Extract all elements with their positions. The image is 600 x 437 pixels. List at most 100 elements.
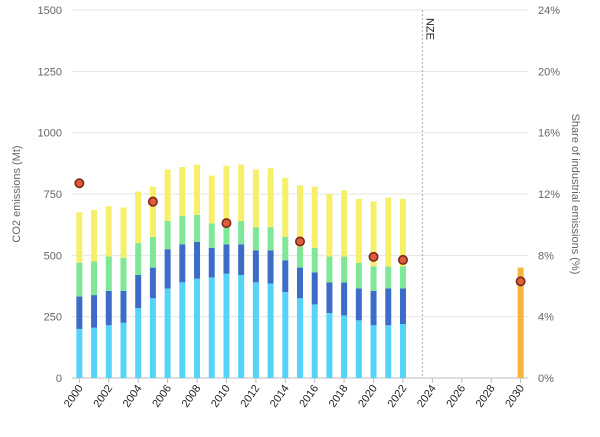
bar-segment — [208, 277, 215, 378]
share-point — [294, 236, 305, 247]
bar-segment — [149, 236, 156, 268]
bar-segment — [267, 227, 274, 251]
x-tick-label: 2022 — [386, 383, 410, 410]
x-tick-label: 2008 — [180, 383, 204, 410]
x-tick-label: 2004 — [121, 383, 145, 410]
bar-segment — [238, 274, 245, 378]
bar-segment — [326, 256, 333, 283]
bar-segment — [105, 206, 112, 257]
bar-segment — [105, 325, 112, 378]
bar-segment — [120, 322, 127, 378]
bar-segment — [385, 288, 392, 326]
bar-segment — [164, 220, 171, 250]
bar-segment — [135, 191, 142, 244]
bar-segment — [164, 169, 171, 221]
bar-segment — [326, 194, 333, 257]
share-point — [147, 196, 158, 207]
bar-segment — [341, 256, 348, 283]
bar-segment — [341, 190, 348, 257]
bar-segment — [341, 282, 348, 316]
bar-segment — [120, 207, 127, 258]
y-axis-title: CO2 emissions (Mt) — [11, 145, 23, 242]
bar-segment — [399, 198, 406, 267]
bar-segment — [149, 298, 156, 378]
bar-segment — [194, 164, 201, 215]
bar-segment — [223, 165, 230, 221]
x-tick-label: 2014 — [268, 383, 292, 410]
x-tick-label: 2024 — [415, 383, 439, 410]
y2-axis-title: Share of industrial emissions (%) — [569, 114, 581, 275]
bar-segment — [355, 320, 362, 378]
bar-segment — [267, 168, 274, 228]
bar-segment — [297, 185, 303, 247]
bar-segment — [91, 295, 98, 328]
bar-segment — [91, 261, 98, 296]
y-tick-label: 1500 — [38, 5, 62, 17]
share-point — [368, 251, 379, 262]
bar-segment — [105, 256, 112, 291]
bar-segment — [135, 243, 142, 275]
bar-segment — [179, 216, 186, 245]
bar-segment — [252, 227, 259, 251]
bar-segment — [297, 298, 303, 378]
bar-segment — [517, 267, 524, 378]
bar-segment — [341, 315, 348, 378]
x-tick-label: 2028 — [474, 383, 498, 410]
bar-segment — [311, 272, 318, 305]
x-tick-label: 2012 — [238, 383, 262, 410]
y2-tick-label: 16% — [538, 128, 560, 140]
bar-segment — [120, 257, 127, 291]
bar-segment — [311, 186, 318, 248]
share-point — [397, 254, 408, 265]
bar-segment — [194, 214, 201, 242]
bar-segment — [282, 178, 289, 237]
y2-tick-label: 20% — [538, 66, 560, 78]
y-tick-label: 0 — [56, 373, 62, 385]
y-tick-label: 1000 — [38, 128, 62, 140]
bar-segment — [120, 290, 127, 323]
bar-segment — [399, 266, 406, 289]
bars-layer — [76, 164, 524, 378]
x-tick-label: 2006 — [150, 383, 174, 410]
bar-segment — [76, 212, 83, 263]
bar-segment — [238, 244, 245, 275]
bar-segment — [252, 169, 259, 228]
bar-segment — [208, 175, 215, 224]
share-point — [515, 276, 526, 287]
bar-segment — [355, 262, 362, 289]
bar-segment — [76, 262, 83, 297]
bar-segment — [76, 328, 83, 378]
x-tick-label: 2020 — [356, 383, 380, 410]
bar-segment — [385, 197, 392, 267]
bar-segment — [370, 266, 377, 291]
bar-segment — [223, 220, 230, 245]
bar-segment — [149, 186, 156, 237]
x-tick-label: 2030 — [503, 383, 527, 410]
share-point — [221, 218, 232, 229]
bar-segment — [355, 288, 362, 321]
y-tick-label: 500 — [44, 250, 62, 262]
grid-layer — [72, 9, 528, 383]
bar-segment — [282, 292, 289, 378]
bar-segment — [208, 223, 215, 248]
bar-segment — [282, 260, 289, 293]
bar-segment — [385, 266, 392, 289]
bar-segment — [282, 236, 289, 261]
bar-segment — [297, 246, 303, 268]
bar-segment — [399, 288, 406, 325]
y2-tick-label: 24% — [538, 5, 560, 17]
y2-tick-label: 4% — [538, 312, 554, 324]
bar-segment — [370, 201, 377, 267]
bar-segment — [370, 290, 377, 326]
bar-segment — [399, 324, 406, 378]
bar-segment — [179, 167, 186, 217]
x-tick-label: 2002 — [91, 383, 115, 410]
bar-segment — [297, 267, 303, 299]
bar-segment — [208, 247, 215, 278]
bar-segment — [179, 244, 186, 283]
bar-segment — [252, 282, 259, 378]
share-point — [74, 178, 85, 189]
bar-segment — [135, 308, 142, 378]
bar-segment — [311, 247, 318, 273]
